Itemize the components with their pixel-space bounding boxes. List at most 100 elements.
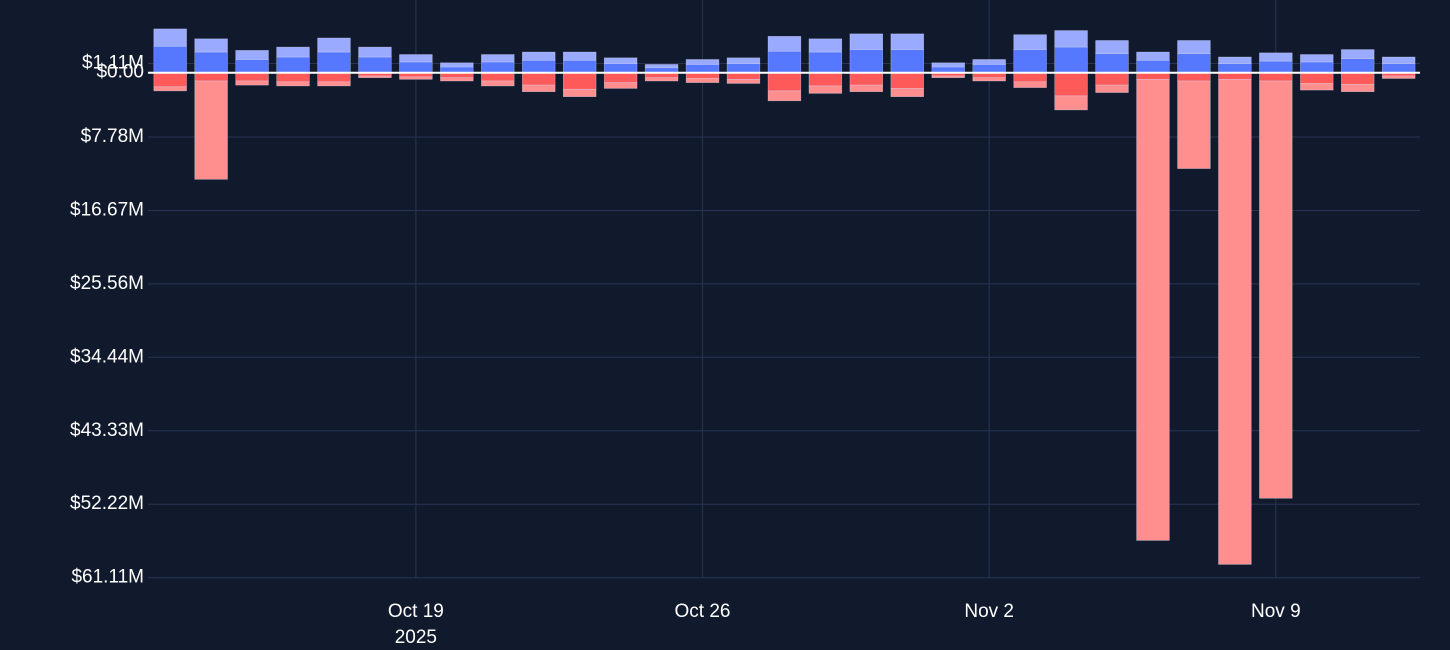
bar-segment (153, 72, 187, 88)
bar-segment (931, 62, 965, 68)
bar-segment (931, 75, 965, 78)
bar-segment (1013, 34, 1047, 50)
bar-segment (481, 54, 515, 63)
bar-segment (808, 38, 843, 53)
bar-segment (235, 72, 269, 82)
bar-segment (317, 37, 351, 53)
bar-segment (1013, 72, 1047, 83)
bar-segment (644, 77, 679, 82)
bar-segment (235, 59, 269, 74)
bar-segment (194, 38, 228, 53)
bar-segment (1136, 60, 1170, 74)
bar-segment (808, 72, 843, 87)
bar-segment (685, 64, 720, 74)
bar-segment (317, 51, 351, 74)
bar-segment (1013, 81, 1047, 88)
bar-segment (1218, 63, 1252, 74)
bar-segment (767, 72, 802, 92)
bar-segment (603, 63, 638, 74)
bar-segment (1054, 72, 1088, 97)
bar-segment (481, 80, 515, 87)
y-tick-label: $61.11M (71, 567, 144, 588)
bar-segment (1013, 49, 1047, 74)
bar-segment (890, 33, 924, 50)
bar-segment (890, 72, 924, 89)
bar-segment (235, 50, 269, 60)
x-tick-label: Oct 19 (388, 601, 444, 622)
bar-segment (1341, 83, 1375, 93)
bar-segment (1300, 72, 1334, 84)
x-tick-label: Nov 9 (1251, 601, 1301, 622)
bar-segment (1054, 30, 1088, 48)
y-tick-label: $52.22M (70, 493, 144, 514)
bar-segment (1136, 51, 1170, 61)
bar-segment (849, 49, 884, 74)
bar-segment (276, 81, 310, 87)
bar-segment (603, 57, 638, 64)
bar-segment (603, 82, 638, 89)
bar-segment (808, 85, 843, 94)
bar-segment (562, 51, 597, 61)
bar-segment (194, 51, 228, 74)
bar-segment (276, 72, 310, 83)
bar-segment (235, 80, 269, 86)
bar-segment (522, 72, 556, 86)
bar-segment (890, 88, 924, 97)
y-tick-label: $7.78M (81, 126, 144, 147)
bar-segment (1259, 60, 1293, 74)
bar-segment (644, 64, 679, 69)
bar-segment (1300, 54, 1334, 63)
bar-segment (726, 79, 761, 84)
bar-segment (194, 80, 228, 180)
bar-segment (1136, 79, 1170, 541)
bar-segment (522, 60, 556, 74)
bar-segment (153, 45, 187, 74)
bar-segment (1259, 80, 1293, 499)
bar-segment (153, 28, 187, 47)
bar-segment (440, 62, 474, 68)
bar-segment (685, 78, 720, 83)
bar-segment (1054, 95, 1088, 111)
bar-segment (522, 51, 556, 61)
bar-segment (1341, 49, 1375, 59)
bar-segment (1095, 84, 1129, 93)
bar-segment (808, 51, 843, 74)
bar-segment (276, 56, 310, 74)
bar-segment (358, 75, 392, 78)
bar-segment (1218, 56, 1252, 64)
bar-segment (849, 72, 884, 86)
bar-segment (849, 84, 884, 93)
bar-segment (1177, 72, 1211, 82)
bar-segment (972, 77, 1006, 82)
bar-segment (1218, 79, 1252, 565)
bar-segment (562, 60, 597, 74)
bar-segment (1300, 83, 1334, 91)
bar-segment (358, 46, 392, 58)
bar-segment (276, 46, 310, 58)
bar-segment (481, 61, 515, 74)
bar-segment (1259, 52, 1293, 62)
bar-segment (685, 59, 720, 65)
bar-segment (726, 57, 761, 64)
bar-segment (890, 49, 924, 74)
bar-segment (317, 72, 351, 83)
bar-segment (1300, 61, 1334, 74)
y-tick-label: $25.56M (70, 273, 144, 294)
bar-segment (1341, 72, 1375, 85)
bar-segment (603, 72, 638, 83)
y-tick-label: $43.33M (70, 420, 144, 441)
bar-segment (767, 90, 802, 102)
bar-segment (1095, 53, 1129, 74)
x-tick-label: Nov 2 (964, 601, 1014, 622)
bar-segment (1054, 46, 1088, 74)
bar-segment (1381, 75, 1416, 79)
bar-segment (1259, 72, 1293, 82)
y-tick-label: $16.67M (70, 199, 144, 220)
bar-segment (972, 59, 1006, 65)
bar-segment (767, 50, 802, 74)
bar-segment (440, 77, 474, 82)
y-tick-label: $1.11M (82, 53, 144, 74)
x-tick-label: Oct 26 (675, 601, 731, 622)
bar-segment (1381, 56, 1416, 64)
